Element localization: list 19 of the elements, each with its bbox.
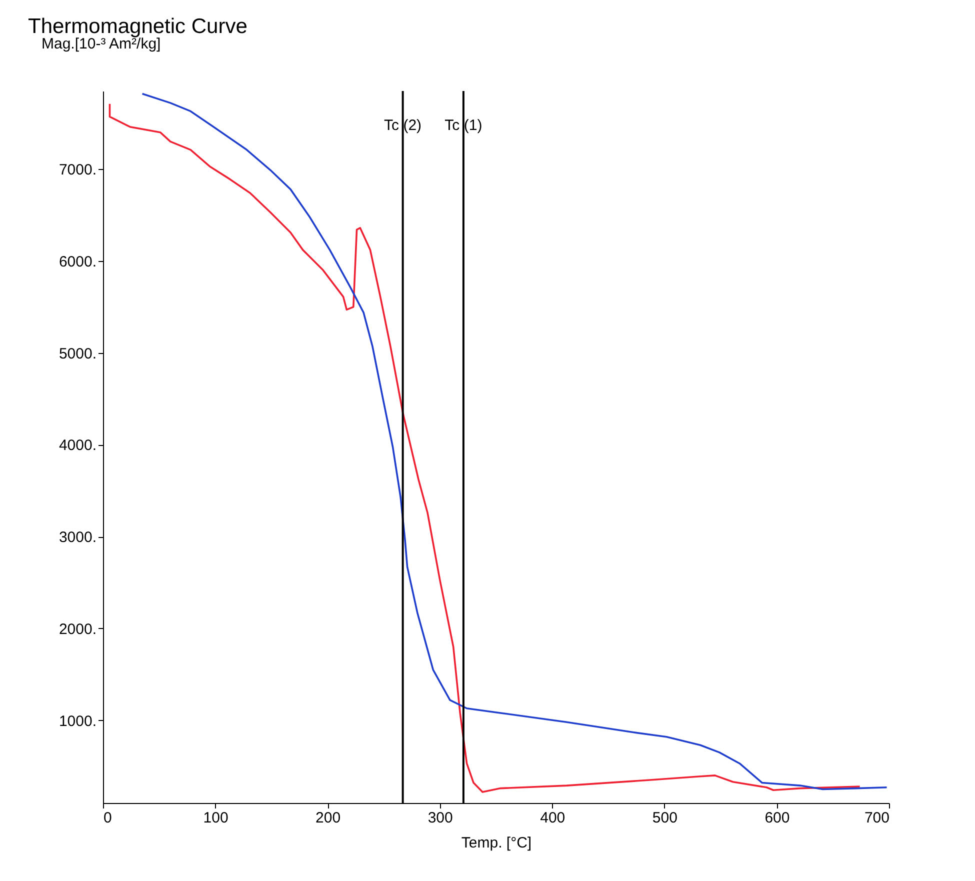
- y-tick-label: 2000.: [58, 620, 96, 638]
- x-tick-label: 200: [316, 810, 341, 826]
- x-tick-label: 100: [203, 810, 228, 826]
- x-axis-title: Temp. [°C]: [461, 834, 532, 852]
- y-tick-label: 4000.: [58, 437, 96, 454]
- y-tick-label: 1000.: [58, 712, 96, 730]
- x-tick-label: 0: [104, 810, 112, 826]
- y-tick-label: 5000.: [58, 345, 96, 362]
- x-tick-label: 700: [864, 810, 890, 826]
- y-tick-label: 7000.: [58, 162, 96, 179]
- y-tick-label: 3000.: [58, 529, 96, 546]
- ref-line-label: Tc (1): [444, 117, 482, 134]
- x-tick-label: 600: [764, 810, 790, 826]
- x-tick-label: 300: [428, 810, 453, 826]
- ref-line-label: Tc (2): [384, 117, 422, 134]
- x-tick-label: 400: [540, 810, 566, 826]
- chart-title: Thermomagnetic Curve: [28, 15, 248, 38]
- x-tick-label: 500: [652, 810, 678, 826]
- y-tick-label: 6000.: [58, 253, 96, 270]
